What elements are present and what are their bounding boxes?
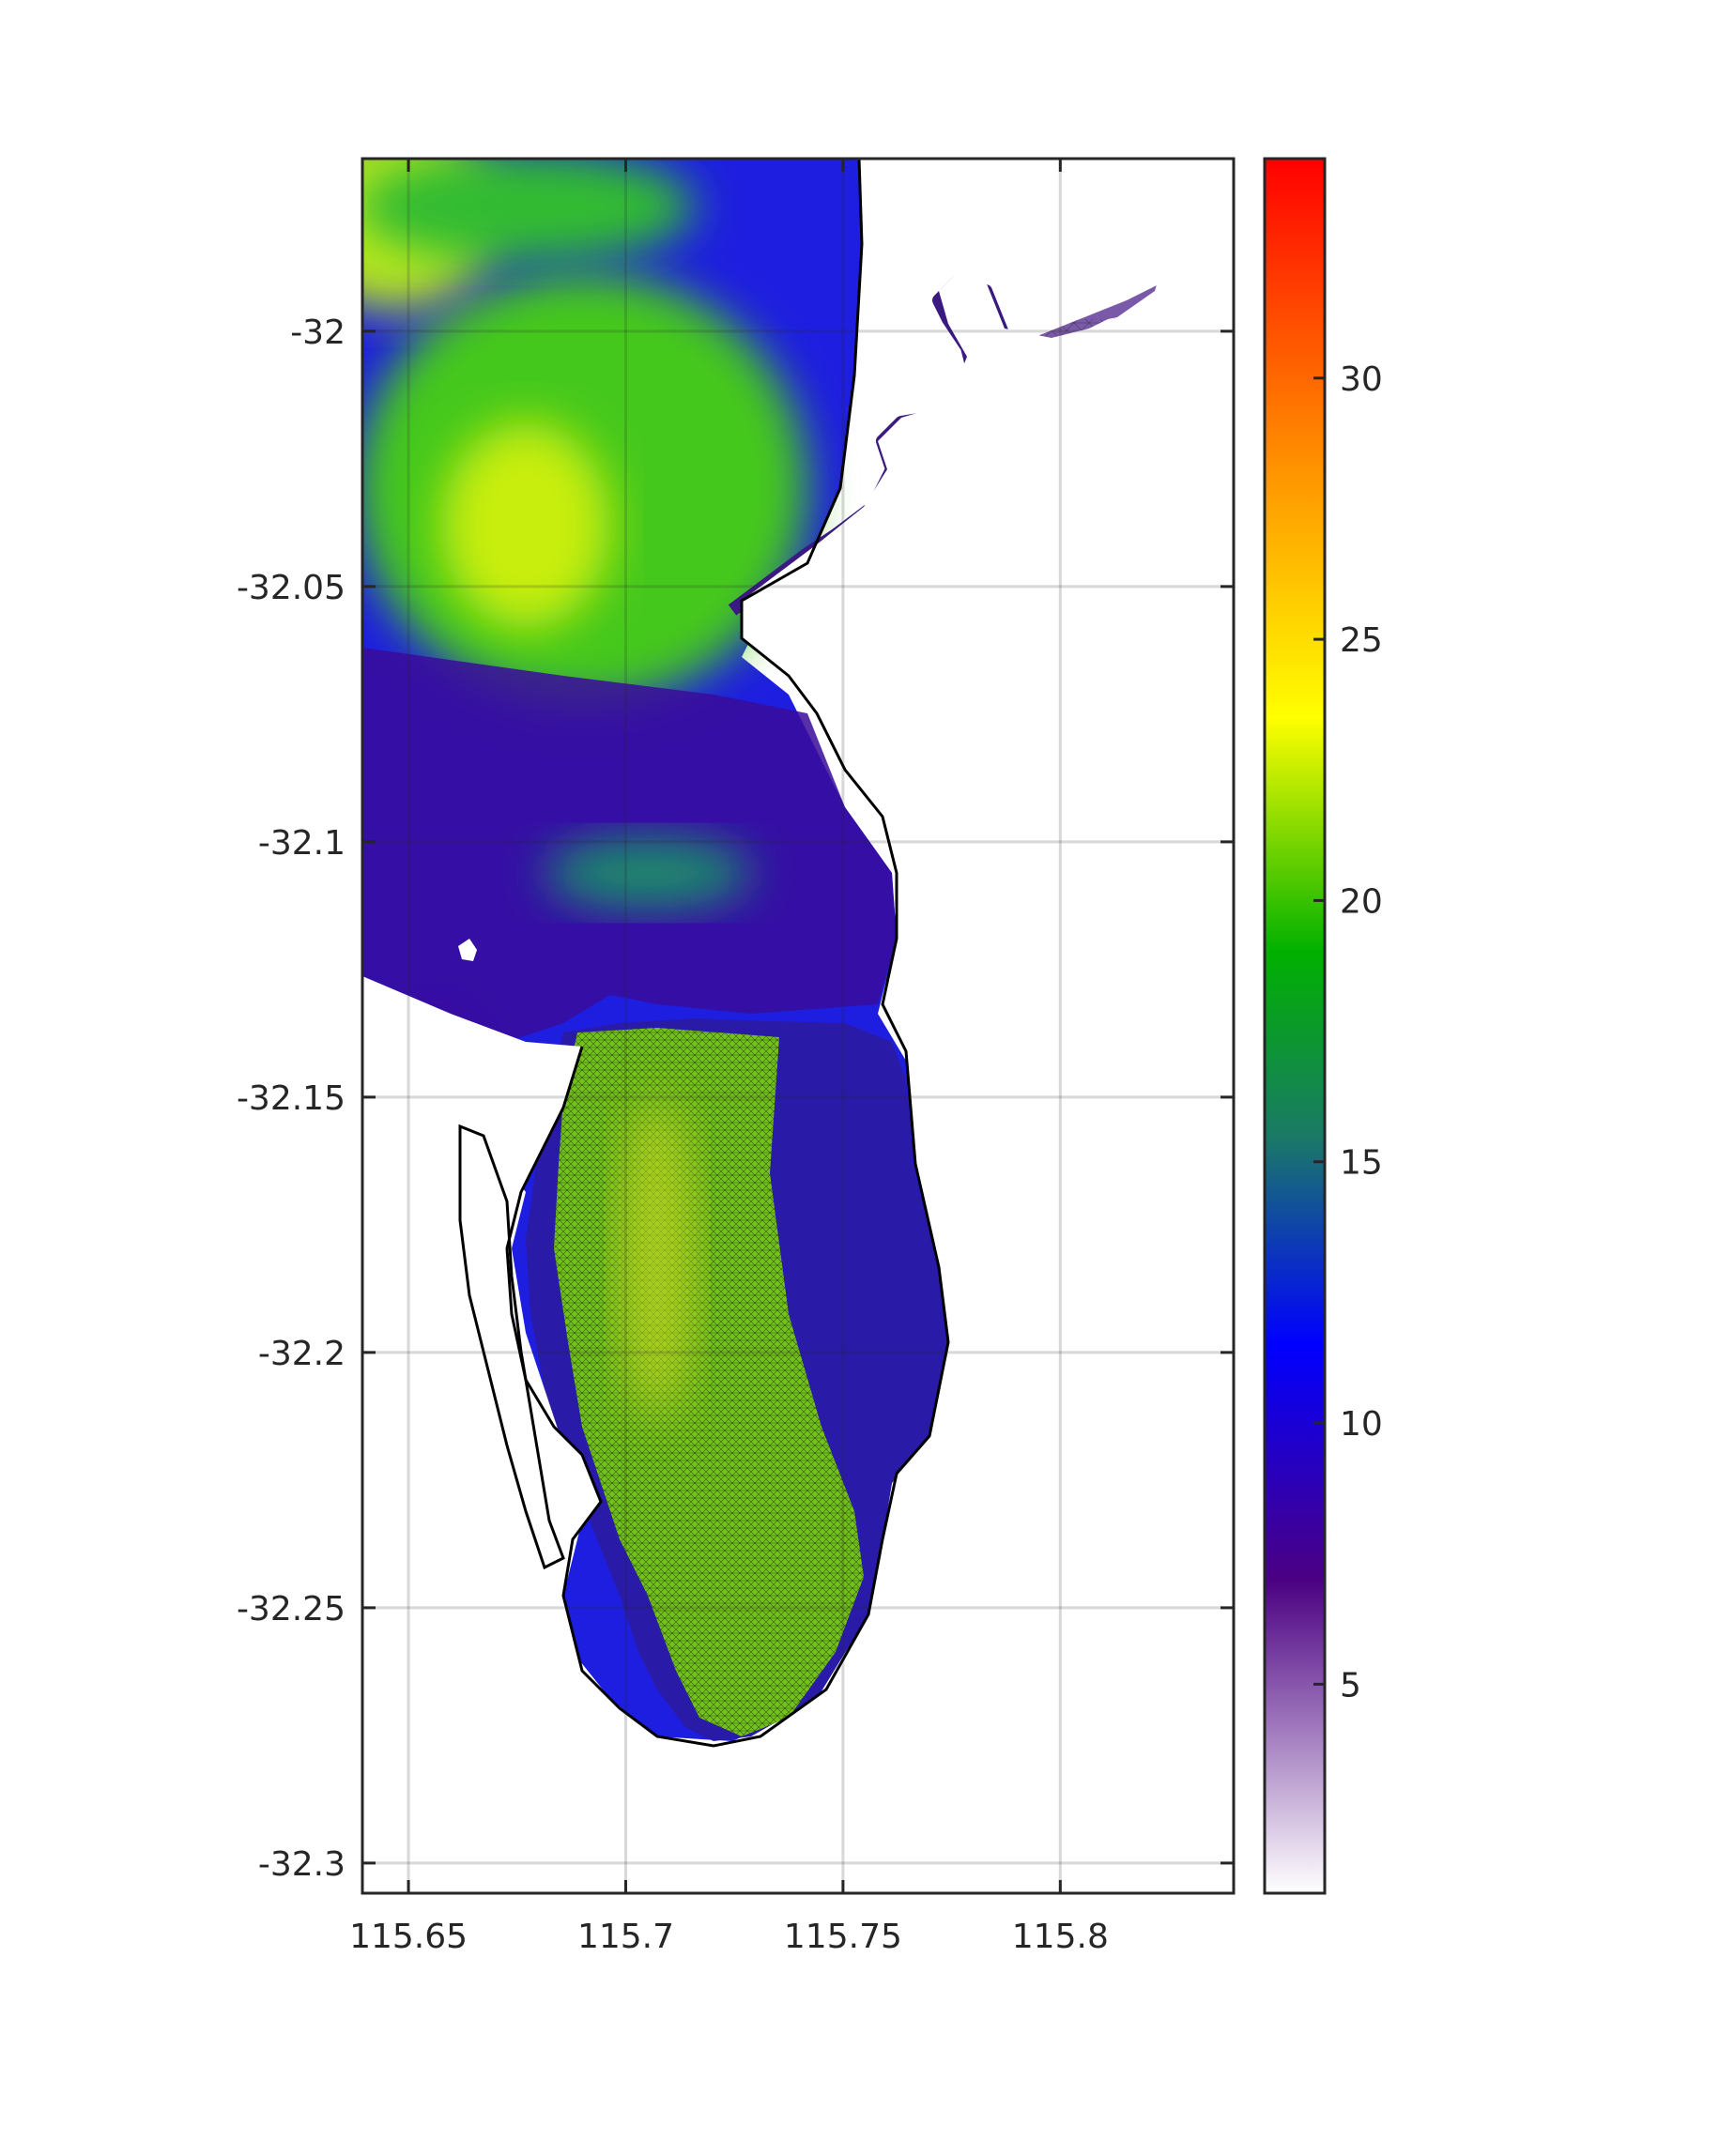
x-tick-label: 115.65 — [349, 1918, 468, 1956]
colorbar-frame — [1263, 157, 1327, 1895]
x-tick-label: 115.75 — [784, 1918, 902, 1956]
colorbar-tick-label: 5 — [1340, 1666, 1361, 1705]
mainland-coastline — [505, 159, 950, 1748]
mainland — [362, 159, 1234, 1893]
garden-island-coastline — [458, 1124, 565, 1570]
y-tick-label: -32.05 — [237, 569, 345, 607]
colorbar-tick-label: 25 — [1340, 621, 1383, 660]
x-tick-label: 115.7 — [577, 1918, 674, 1956]
colorbar-tick-label: 30 — [1340, 360, 1383, 399]
cockburn-yellow-spine — [620, 1098, 695, 1417]
colorbar-tick-label: 10 — [1340, 1405, 1383, 1444]
colorbar-gradient — [1265, 159, 1325, 1893]
colorbar-tick-label: 15 — [1340, 1144, 1383, 1183]
grid-lines — [362, 159, 1234, 1893]
y-tick-label: -32.15 — [237, 1079, 345, 1118]
coastline-outlines — [458, 159, 950, 1748]
y-tick-label: -32.25 — [237, 1590, 345, 1628]
y-tick-label: -32.1 — [258, 824, 345, 863]
north-green-band — [362, 159, 695, 263]
map-axes: 115.65 115.7 115.75 115.8 -32-32.05-32.1-32… — [237, 157, 1236, 1956]
colorbar-axis: 5 10 15 20 25 30 — [1313, 360, 1383, 1705]
x-axis: 115.65 115.7 115.75 115.8 — [349, 159, 1109, 1956]
carnac-island — [458, 939, 477, 961]
cockburn-sound-region — [526, 1018, 948, 1741]
x-tick-label: 115.8 — [1012, 1918, 1109, 1956]
colorbar: 5 10 15 20 25 30 — [1263, 157, 1383, 1895]
depth-field — [362, 159, 1234, 1893]
y-tick-label: -32 — [290, 313, 345, 352]
plot-frame — [361, 157, 1236, 1895]
owen-anchorage-green — [545, 837, 751, 909]
y-tick-label: -32.3 — [258, 1845, 345, 1884]
colorbar-tick-label: 20 — [1340, 882, 1383, 921]
northern-yellow-core — [441, 422, 610, 629]
y-tick-label: -32.2 — [258, 1335, 345, 1373]
y-axis: -32 -32.05 -32.1 -32.15 -32.2 -32.25 -32.3 — [237, 313, 1234, 1884]
